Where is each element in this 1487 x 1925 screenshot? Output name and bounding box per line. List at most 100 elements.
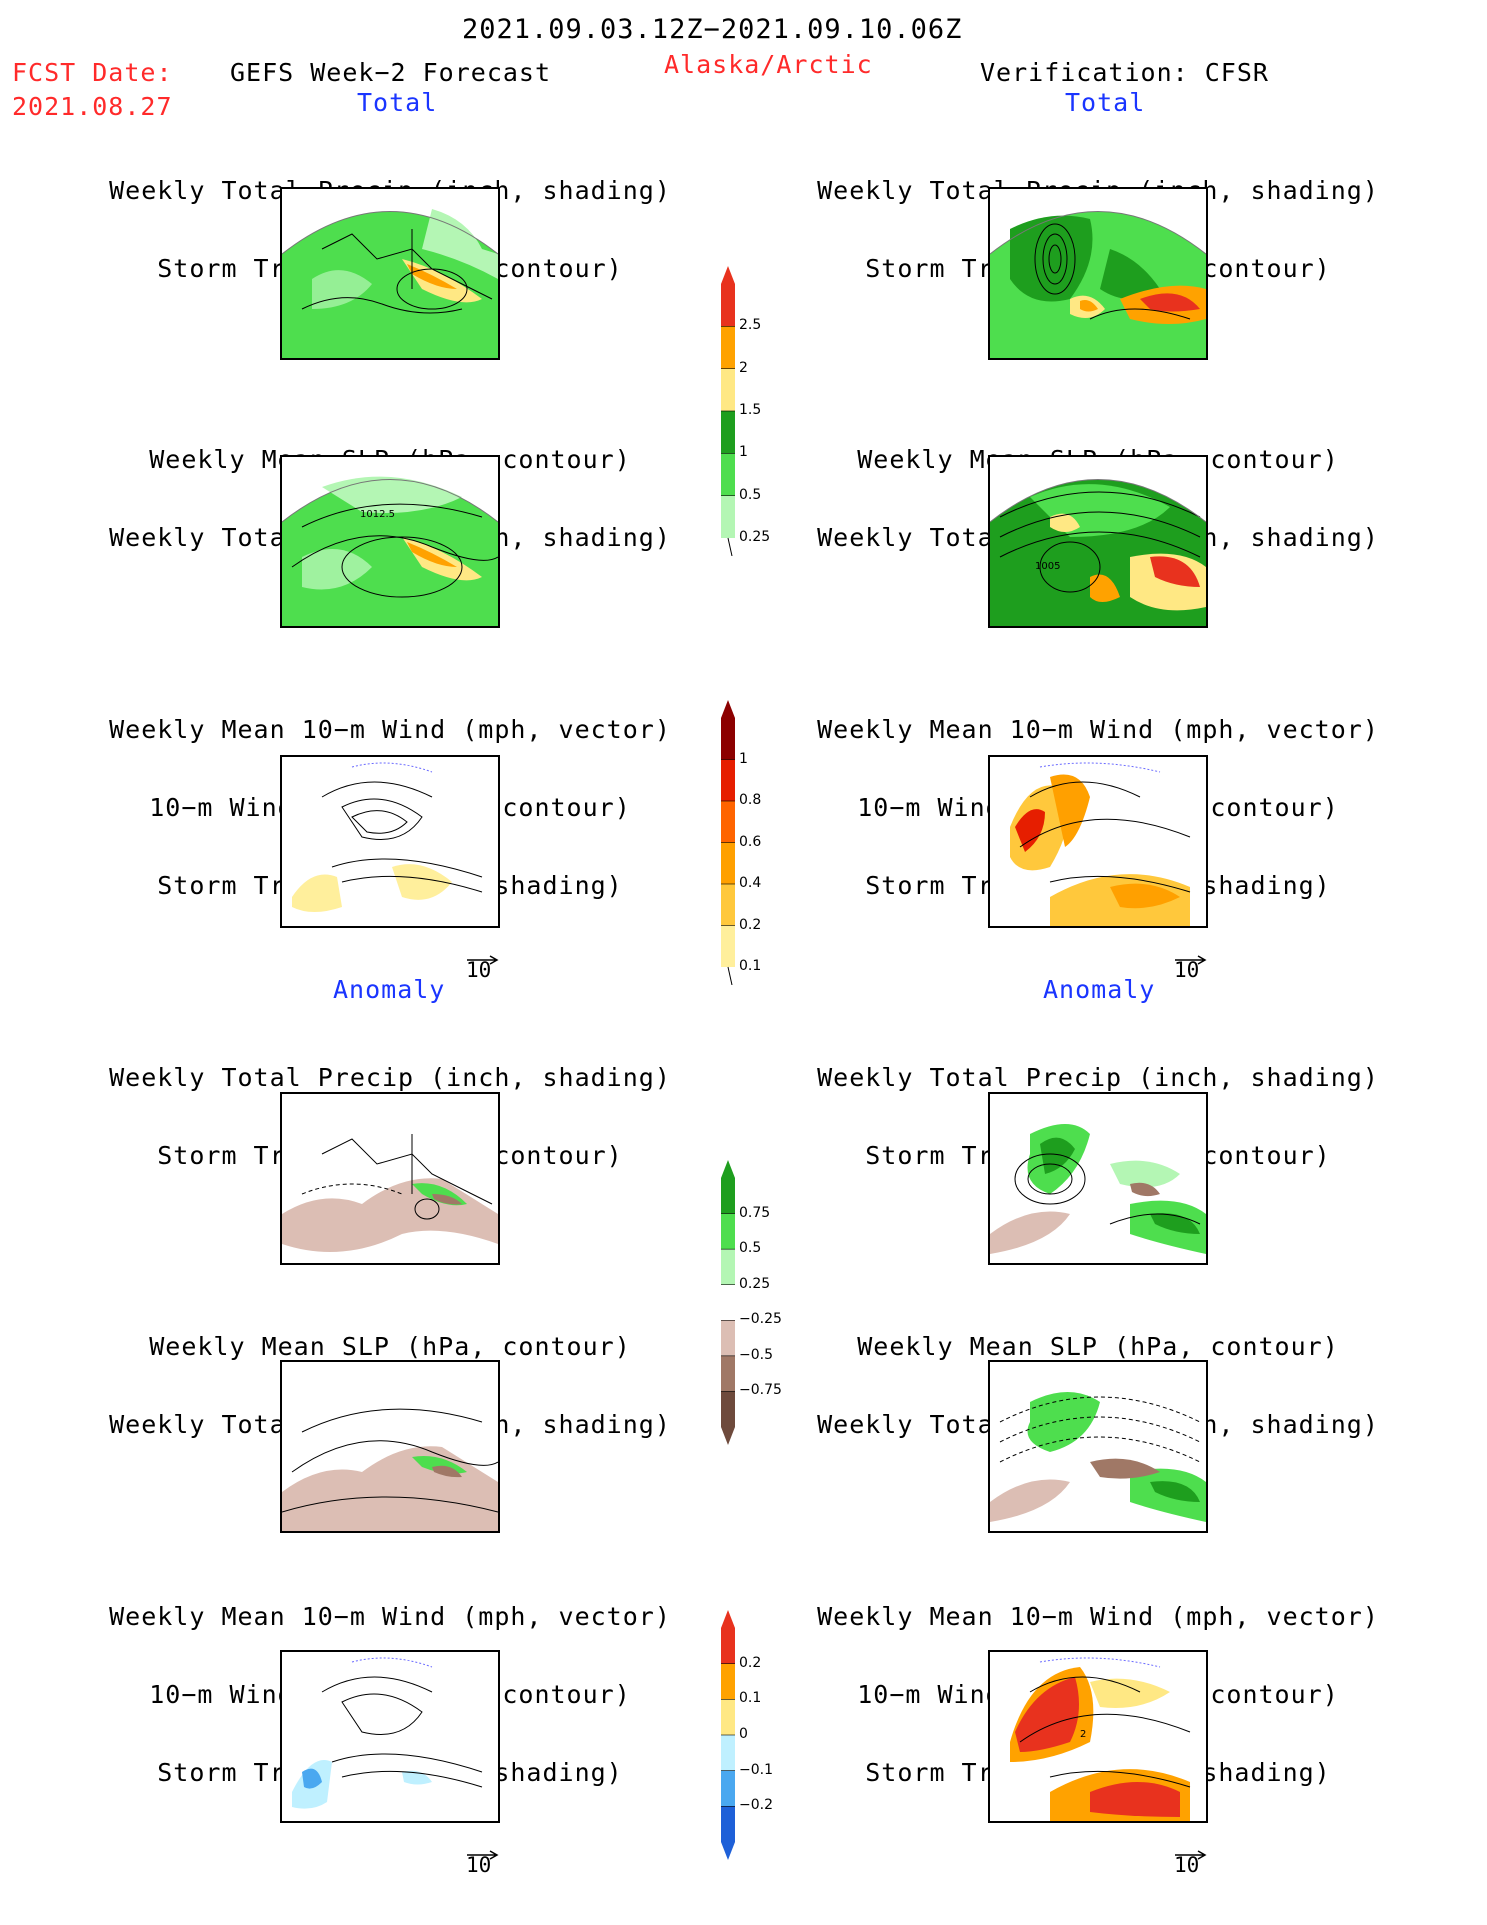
colorbar-precip-total: 2.5 2 1.5 1 0.5 0.25 <box>715 266 835 556</box>
colorbar-tick-label: 1 <box>739 444 748 461</box>
region-title: Alaska/Arctic <box>664 50 873 79</box>
colorbar-swatch <box>721 326 735 369</box>
map-verif-total-slp: 1005 <box>988 455 1208 628</box>
map-verif-anom-wind: 2 <box>988 1650 1208 1823</box>
colorbar-tick-label: 0.25 <box>739 1275 771 1292</box>
map-verif-total-precip <box>988 187 1208 360</box>
vector-ref-label: 10 <box>1174 1853 1200 1877</box>
colorbar-tick-label: 0.5 <box>739 1240 762 1257</box>
colorbar-swatch <box>721 884 735 926</box>
colorbar-swatch <box>721 759 735 801</box>
colorbar-swatch <box>721 368 735 411</box>
map-fcst-total-precip <box>280 187 500 360</box>
contour-label-1012: 1012.5 <box>360 509 395 520</box>
fcst-date-value: 2021.08.27 <box>12 92 173 121</box>
colorbar-tick-label: 0.2 <box>739 1654 762 1671</box>
colorbar-tick-label: 2.5 <box>739 317 762 334</box>
colorbar-swatch <box>721 1249 735 1285</box>
colorbar-swatch <box>721 1213 735 1250</box>
colorbar-tail <box>727 537 733 556</box>
arrow-right-icon <box>1175 955 1207 965</box>
colorbar-swatch <box>721 1699 735 1735</box>
colorbar-graphic <box>721 1160 735 1445</box>
colorbar-swatch <box>721 1355 735 1392</box>
map-fcst-anom-wind <box>280 1650 500 1823</box>
colorbar-swatch <box>721 1735 735 1771</box>
colorbar-swatch <box>721 925 735 967</box>
title-line: Weekly Mean 10−m Wind (mph, vector) <box>109 715 671 744</box>
map-fcst-total-slp: 1012.5 <box>280 455 500 628</box>
map-verif-total-wind <box>988 755 1208 928</box>
arrow-right-icon <box>467 955 499 965</box>
colorbar-tick-label: −0.2 <box>739 1797 773 1814</box>
arrow-right-icon <box>467 1850 499 1860</box>
vector-ref-fcst-anom: 10 <box>466 1845 500 1877</box>
title-line: Weekly Total Precip (inch, shading) <box>109 1063 671 1092</box>
colorbar-swatch <box>721 842 735 884</box>
colorbar-tick-label: 1 <box>739 750 748 767</box>
map-verif-anom-precip <box>988 1092 1208 1265</box>
colorbar-swatch <box>721 1806 735 1860</box>
arrow-right-icon <box>1175 1850 1207 1860</box>
colorbar-swatch <box>721 453 735 496</box>
colorbar-tick-label: 0.6 <box>739 833 762 850</box>
map-fcst-total-wind <box>280 755 500 928</box>
colorbar-swatch <box>721 1663 735 1700</box>
colorbar-storm-anom: 0.2 0.1 0 −0.1 −0.2 <box>715 1610 835 1860</box>
date-range-title: 2021.09.03.12Z−2021.09.10.06Z <box>462 14 963 45</box>
map-verif-anom-slp <box>988 1360 1208 1533</box>
colorbar-swatch <box>721 495 735 538</box>
verification-title: Verification: CFSR <box>980 58 1269 87</box>
map-fcst-anom-slp <box>280 1360 500 1533</box>
colorbar-tick-label: 0.75 <box>739 1204 771 1221</box>
colorbar-tick-label: 0.2 <box>739 916 762 933</box>
map-fcst-anom-precip <box>280 1092 500 1265</box>
fcst-date-label: FCST Date: <box>12 58 173 87</box>
colorbar-tick-label: 0.4 <box>739 875 762 891</box>
section-total-left: Total <box>357 88 438 117</box>
contour-label-1005: 1005 <box>1035 561 1060 572</box>
colorbar-tick-label: −0.1 <box>739 1761 773 1778</box>
colorbar-tick-label: 0.25 <box>739 529 771 545</box>
colorbar-tick-label: 2 <box>739 359 748 376</box>
title-line: Weekly Mean SLP (hPa, contour) <box>149 1332 631 1361</box>
vector-ref-label: 10 <box>1174 958 1200 982</box>
colorbar-storm-total: 1 0.8 0.6 0.4 0.2 0.1 <box>715 700 835 985</box>
colorbar-tail <box>727 966 733 985</box>
colorbar-graphic <box>721 1610 735 1860</box>
colorbar-swatch <box>721 1320 735 1356</box>
colorbar-tick-label: 0.8 <box>739 792 762 808</box>
colorbar-swatch <box>721 1610 735 1664</box>
colorbar-tick-label: 0.5 <box>739 486 762 503</box>
colorbar-swatch <box>721 266 735 327</box>
colorbar-tick-label: −0.25 <box>739 1311 782 1328</box>
colorbar-tick-label: 1.5 <box>739 402 762 418</box>
title-line: Weekly Mean SLP (hPa, contour) <box>857 1332 1339 1361</box>
title-line: Weekly Mean 10−m Wind (mph, vector) <box>109 1602 671 1631</box>
colorbar-tick-label: 0 <box>739 1726 748 1742</box>
colorbar-precip-anom: 0.75 0.5 0.25 −0.25 −0.5 −0.75 <box>715 1160 835 1445</box>
title-line: Weekly Total Precip (inch, shading) <box>817 1063 1379 1092</box>
vector-ref-fcst-total: 10 <box>466 950 500 982</box>
colorbar-swatch <box>721 1770 735 1807</box>
colorbar-tick-label: 0.1 <box>739 1690 762 1707</box>
colorbar-swatch <box>721 700 735 760</box>
title-line: Weekly Mean 10−m Wind (mph, vector) <box>817 715 1379 744</box>
colorbar-graphic <box>721 700 735 985</box>
forecast-model-title: GEFS Week−2 Forecast <box>230 58 552 87</box>
vector-ref-verif-anom: 10 <box>1174 1845 1208 1877</box>
colorbar-swatch <box>721 1391 735 1445</box>
vector-ref-label: 10 <box>466 958 492 982</box>
title-line: Weekly Mean 10−m Wind (mph, vector) <box>817 1602 1379 1631</box>
colorbar-swatch <box>721 1284 735 1321</box>
colorbar-swatch <box>721 411 735 454</box>
colorbar-tick-label: −0.75 <box>739 1382 782 1399</box>
vector-ref-label: 10 <box>466 1853 492 1877</box>
colorbar-swatch <box>721 801 735 843</box>
colorbar-tick-label: −0.5 <box>739 1346 773 1363</box>
vector-ref-verif-total: 10 <box>1174 950 1208 982</box>
colorbar-swatch <box>721 1160 735 1214</box>
section-anomaly-right: Anomaly <box>1043 975 1156 1004</box>
contour-label-2: 2 <box>1080 1729 1086 1740</box>
colorbar-tick-label: 0.1 <box>739 958 762 974</box>
